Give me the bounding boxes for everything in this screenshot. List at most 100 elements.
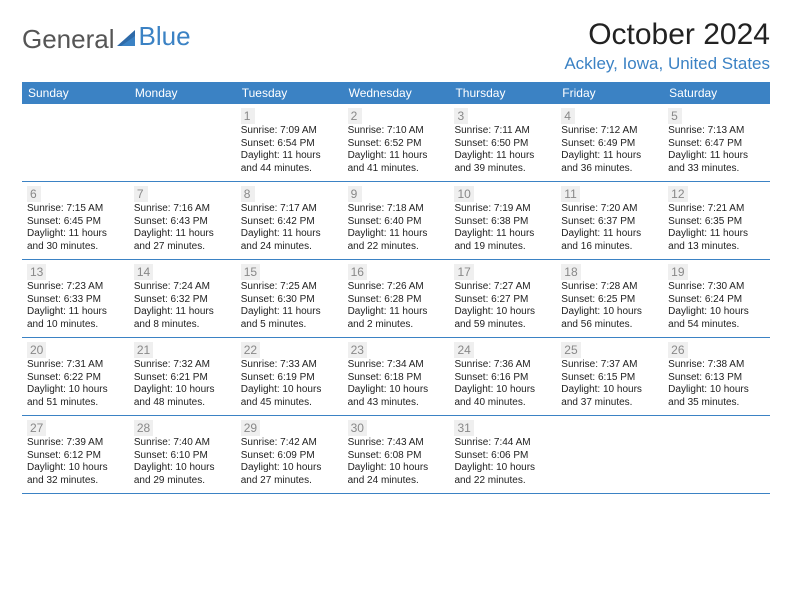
- day-cell: 19Sunrise: 7:30 AMSunset: 6:24 PMDayligh…: [663, 260, 770, 337]
- daylight1-text: Daylight: 10 hours: [27, 462, 124, 475]
- sunset-text: Sunset: 6:47 PM: [668, 138, 765, 151]
- day-number: 6: [27, 186, 41, 202]
- daylight1-text: Daylight: 11 hours: [348, 306, 445, 319]
- sunrise-text: Sunrise: 7:11 AM: [454, 125, 551, 138]
- daylight1-text: Daylight: 10 hours: [134, 462, 231, 475]
- day-number: 10: [454, 186, 473, 202]
- day-number: 5: [668, 108, 682, 124]
- day-number: 15: [241, 264, 260, 280]
- daylight2-text: and 41 minutes.: [348, 163, 445, 176]
- sunrise-text: Sunrise: 7:20 AM: [561, 203, 658, 216]
- daylight2-text: and 39 minutes.: [454, 163, 551, 176]
- daylight2-text: and 35 minutes.: [668, 397, 765, 410]
- sunset-text: Sunset: 6:21 PM: [134, 372, 231, 385]
- daylight2-text: and 48 minutes.: [134, 397, 231, 410]
- sunset-text: Sunset: 6:52 PM: [348, 138, 445, 151]
- day-number: 26: [668, 342, 687, 358]
- sunrise-text: Sunrise: 7:28 AM: [561, 281, 658, 294]
- day-number: 28: [134, 420, 153, 436]
- daylight2-text: and 2 minutes.: [348, 319, 445, 332]
- sunrise-text: Sunrise: 7:25 AM: [241, 281, 338, 294]
- daylight1-text: Daylight: 11 hours: [348, 228, 445, 241]
- daylight2-text: and 27 minutes.: [134, 241, 231, 254]
- day-number: 3: [454, 108, 468, 124]
- day-number: 29: [241, 420, 260, 436]
- sunset-text: Sunset: 6:13 PM: [668, 372, 765, 385]
- daylight1-text: Daylight: 11 hours: [241, 150, 338, 163]
- dayhead-tue: Tuesday: [236, 82, 343, 104]
- sunset-text: Sunset: 6:19 PM: [241, 372, 338, 385]
- daylight2-text: and 13 minutes.: [668, 241, 765, 254]
- sunset-text: Sunset: 6:16 PM: [454, 372, 551, 385]
- daylight1-text: Daylight: 10 hours: [134, 384, 231, 397]
- day-cell: 29Sunrise: 7:42 AMSunset: 6:09 PMDayligh…: [236, 416, 343, 493]
- day-number: 30: [348, 420, 367, 436]
- sunset-text: Sunset: 6:28 PM: [348, 294, 445, 307]
- sunrise-text: Sunrise: 7:39 AM: [27, 437, 124, 450]
- day-cell: 6Sunrise: 7:15 AMSunset: 6:45 PMDaylight…: [22, 182, 129, 259]
- daylight2-text: and 51 minutes.: [27, 397, 124, 410]
- day-cell: 10Sunrise: 7:19 AMSunset: 6:38 PMDayligh…: [449, 182, 556, 259]
- sunrise-text: Sunrise: 7:17 AM: [241, 203, 338, 216]
- daylight1-text: Daylight: 10 hours: [348, 462, 445, 475]
- sunrise-text: Sunrise: 7:19 AM: [454, 203, 551, 216]
- sunrise-text: Sunrise: 7:40 AM: [134, 437, 231, 450]
- daylight2-text: and 54 minutes.: [668, 319, 765, 332]
- day-cell: 27Sunrise: 7:39 AMSunset: 6:12 PMDayligh…: [22, 416, 129, 493]
- sunrise-text: Sunrise: 7:44 AM: [454, 437, 551, 450]
- day-cell: 5Sunrise: 7:13 AMSunset: 6:47 PMDaylight…: [663, 104, 770, 181]
- sunrise-text: Sunrise: 7:21 AM: [668, 203, 765, 216]
- daylight2-text: and 44 minutes.: [241, 163, 338, 176]
- daylight2-text: and 56 minutes.: [561, 319, 658, 332]
- sunrise-text: Sunrise: 7:42 AM: [241, 437, 338, 450]
- sunset-text: Sunset: 6:09 PM: [241, 450, 338, 463]
- sunset-text: Sunset: 6:30 PM: [241, 294, 338, 307]
- day-cell: [129, 104, 236, 181]
- sunset-text: Sunset: 6:08 PM: [348, 450, 445, 463]
- day-number: 12: [668, 186, 687, 202]
- sunrise-text: Sunrise: 7:33 AM: [241, 359, 338, 372]
- sunset-text: Sunset: 6:27 PM: [454, 294, 551, 307]
- daylight1-text: Daylight: 10 hours: [454, 384, 551, 397]
- daylight2-text: and 22 minutes.: [454, 475, 551, 488]
- dayhead-fri: Friday: [556, 82, 663, 104]
- daylight2-text: and 32 minutes.: [27, 475, 124, 488]
- calendar-page: General Blue October 2024 Ackley, Iowa, …: [0, 0, 792, 512]
- sunset-text: Sunset: 6:24 PM: [668, 294, 765, 307]
- day-number: 18: [561, 264, 580, 280]
- sunrise-text: Sunrise: 7:32 AM: [134, 359, 231, 372]
- sunset-text: Sunset: 6:50 PM: [454, 138, 551, 151]
- daylight2-text: and 10 minutes.: [27, 319, 124, 332]
- day-number: 31: [454, 420, 473, 436]
- day-cell: 4Sunrise: 7:12 AMSunset: 6:49 PMDaylight…: [556, 104, 663, 181]
- month-title: October 2024: [564, 18, 770, 52]
- calendar-grid: 1Sunrise: 7:09 AMSunset: 6:54 PMDaylight…: [22, 104, 770, 494]
- daylight2-text: and 40 minutes.: [454, 397, 551, 410]
- sunrise-text: Sunrise: 7:27 AM: [454, 281, 551, 294]
- day-number: 14: [134, 264, 153, 280]
- daylight2-text: and 8 minutes.: [134, 319, 231, 332]
- sunrise-text: Sunrise: 7:09 AM: [241, 125, 338, 138]
- day-number: 7: [134, 186, 148, 202]
- daylight1-text: Daylight: 11 hours: [134, 306, 231, 319]
- week-row: 13Sunrise: 7:23 AMSunset: 6:33 PMDayligh…: [22, 260, 770, 338]
- day-cell: 25Sunrise: 7:37 AMSunset: 6:15 PMDayligh…: [556, 338, 663, 415]
- daylight1-text: Daylight: 11 hours: [27, 306, 124, 319]
- day-cell: 26Sunrise: 7:38 AMSunset: 6:13 PMDayligh…: [663, 338, 770, 415]
- sunrise-text: Sunrise: 7:23 AM: [27, 281, 124, 294]
- daylight2-text: and 37 minutes.: [561, 397, 658, 410]
- sunset-text: Sunset: 6:32 PM: [134, 294, 231, 307]
- sunrise-text: Sunrise: 7:10 AM: [348, 125, 445, 138]
- dayhead-mon: Monday: [129, 82, 236, 104]
- week-row: 6Sunrise: 7:15 AMSunset: 6:45 PMDaylight…: [22, 182, 770, 260]
- sunrise-text: Sunrise: 7:36 AM: [454, 359, 551, 372]
- week-row: 20Sunrise: 7:31 AMSunset: 6:22 PMDayligh…: [22, 338, 770, 416]
- day-cell: 16Sunrise: 7:26 AMSunset: 6:28 PMDayligh…: [343, 260, 450, 337]
- day-number: 13: [27, 264, 46, 280]
- sunset-text: Sunset: 6:42 PM: [241, 216, 338, 229]
- daylight2-text: and 27 minutes.: [241, 475, 338, 488]
- daylight1-text: Daylight: 11 hours: [454, 228, 551, 241]
- dayhead-sat: Saturday: [663, 82, 770, 104]
- daylight1-text: Daylight: 11 hours: [454, 150, 551, 163]
- day-cell: 22Sunrise: 7:33 AMSunset: 6:19 PMDayligh…: [236, 338, 343, 415]
